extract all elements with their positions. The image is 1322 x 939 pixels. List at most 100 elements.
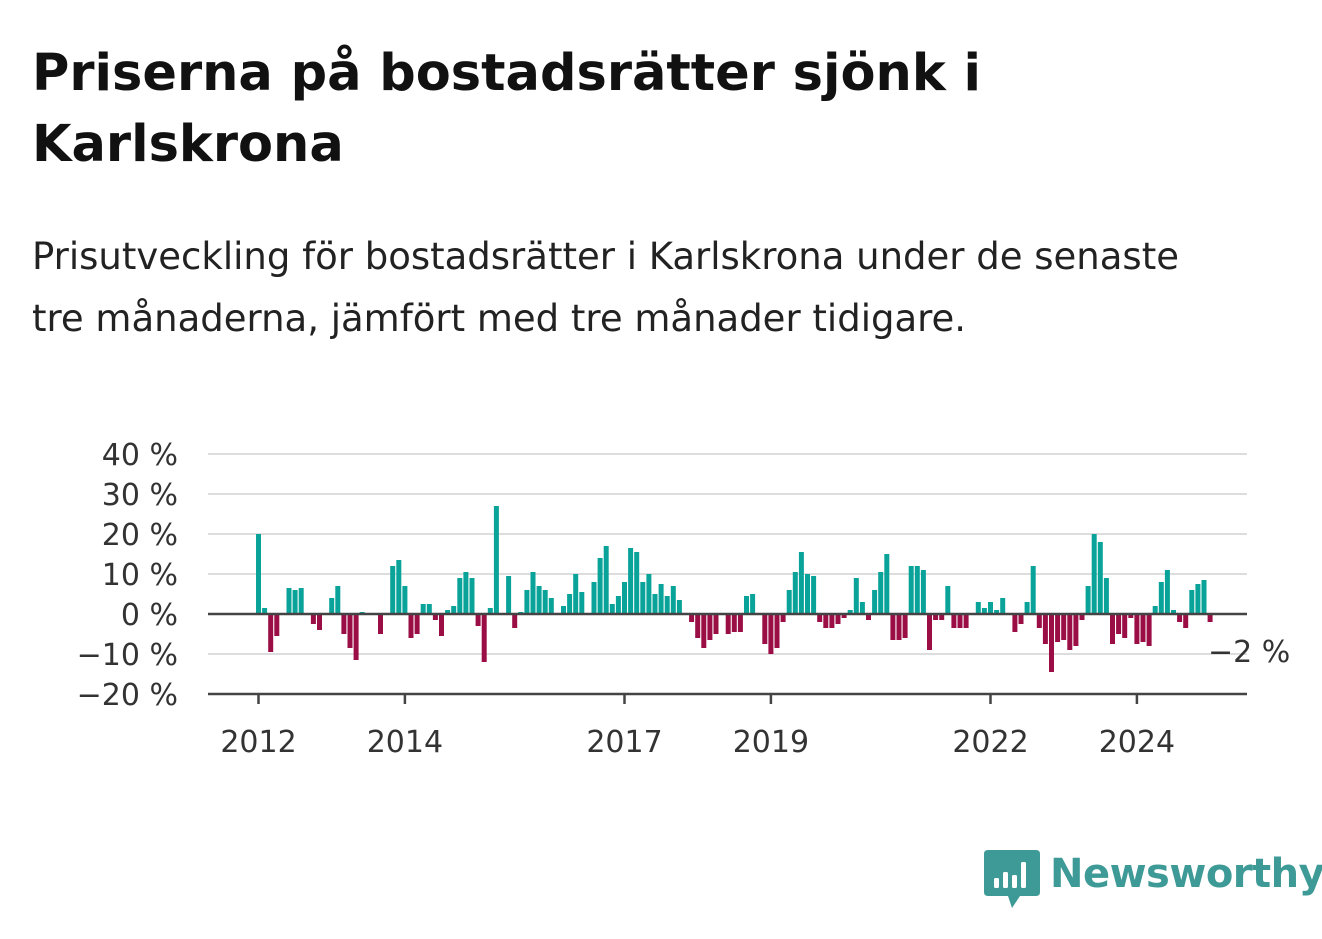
bar — [390, 566, 396, 614]
x-tick-label: 2014 — [367, 725, 443, 760]
bar — [951, 614, 957, 628]
bar — [573, 574, 579, 614]
bar — [274, 614, 280, 636]
bar — [957, 614, 963, 628]
bar — [298, 588, 304, 614]
bar — [378, 614, 383, 634]
bar — [408, 614, 414, 638]
bar — [707, 614, 713, 640]
x-tick-label: 2022 — [952, 725, 1028, 760]
bar — [658, 584, 664, 614]
bar — [1024, 602, 1030, 614]
bar — [487, 608, 493, 614]
y-tick-label: 20 % — [102, 518, 178, 553]
bar — [878, 572, 884, 614]
bar — [792, 572, 798, 614]
bar — [835, 614, 841, 624]
bar — [1097, 542, 1103, 614]
x-tick-label: 2024 — [1099, 725, 1175, 760]
bar — [780, 614, 786, 622]
bar — [347, 614, 353, 648]
bar — [750, 594, 756, 614]
bar — [1030, 566, 1036, 614]
bar — [542, 590, 548, 614]
bar — [457, 578, 463, 614]
bar — [1195, 584, 1201, 614]
bar — [451, 606, 457, 614]
bar — [768, 614, 774, 654]
x-axis-ticks: 2012 2014 2017 2019 2022 2024 — [220, 694, 1175, 760]
bar — [786, 590, 792, 614]
bar — [256, 534, 261, 614]
bar — [463, 572, 469, 614]
bar — [615, 596, 621, 614]
last-value-label: −2 % — [1208, 635, 1290, 670]
bar — [774, 614, 780, 648]
bar — [737, 614, 743, 632]
y-tick-label: 40 % — [102, 438, 178, 473]
bar — [597, 558, 603, 614]
bar — [1201, 580, 1207, 614]
bar — [829, 614, 835, 628]
x-tick-label: 2017 — [586, 725, 662, 760]
bar — [859, 602, 865, 614]
y-tick-label: −10 % — [77, 638, 178, 673]
bar — [286, 588, 292, 614]
bar — [579, 592, 585, 614]
bar — [402, 586, 408, 614]
bar — [652, 594, 658, 614]
bar — [481, 614, 487, 662]
bar — [1189, 590, 1195, 614]
bar-series — [256, 506, 1213, 672]
newsworthy-logo-icon — [984, 850, 1040, 908]
y-axis-tick-labels: 40 % 30 % 20 % 10 % 0 % −10 % −20 % — [77, 438, 178, 713]
bar — [1183, 614, 1189, 628]
bar — [628, 548, 634, 614]
bar — [1000, 598, 1006, 614]
y-tick-label: 0 % — [121, 598, 178, 633]
grid-lines — [208, 453, 1247, 655]
bar — [591, 582, 597, 614]
bar — [701, 614, 707, 648]
bar — [896, 614, 902, 640]
bar — [268, 614, 274, 652]
bar — [975, 602, 981, 614]
bar — [744, 596, 749, 614]
bar — [432, 614, 438, 620]
bar — [933, 614, 939, 620]
bar — [994, 610, 1000, 614]
y-tick-label: −20 % — [77, 678, 178, 713]
bar — [731, 614, 737, 632]
bar — [872, 590, 878, 614]
brand-logo: Newsworthy — [982, 848, 1322, 912]
bar — [866, 614, 871, 620]
bar — [1158, 582, 1164, 614]
y-tick-label: 10 % — [102, 558, 178, 593]
bar — [548, 598, 554, 614]
bar — [920, 570, 926, 614]
bar — [609, 604, 615, 614]
bar — [1128, 614, 1134, 618]
bar — [902, 614, 908, 638]
bar — [262, 608, 268, 614]
bar — [939, 614, 945, 620]
bar — [1049, 614, 1054, 672]
bar — [725, 614, 731, 634]
bar — [988, 602, 993, 614]
x-tick-label: 2012 — [220, 725, 296, 760]
bar — [884, 554, 890, 614]
bar — [1122, 614, 1128, 638]
bar — [841, 614, 847, 618]
bar — [1164, 570, 1170, 614]
bar — [798, 552, 804, 614]
bar — [670, 586, 676, 614]
bar — [890, 614, 896, 640]
brand-name: Newsworthy — [1050, 851, 1322, 897]
bar — [981, 608, 987, 614]
chart-title: Priserna på bostadsrätter sjönk i Karlsk… — [32, 44, 981, 174]
bar — [561, 606, 566, 614]
chart-subtitle: Prisutveckling för bostadsrätter i Karls… — [32, 235, 1179, 340]
bar — [1146, 614, 1152, 646]
bar — [1042, 614, 1048, 644]
bar — [1036, 614, 1042, 628]
